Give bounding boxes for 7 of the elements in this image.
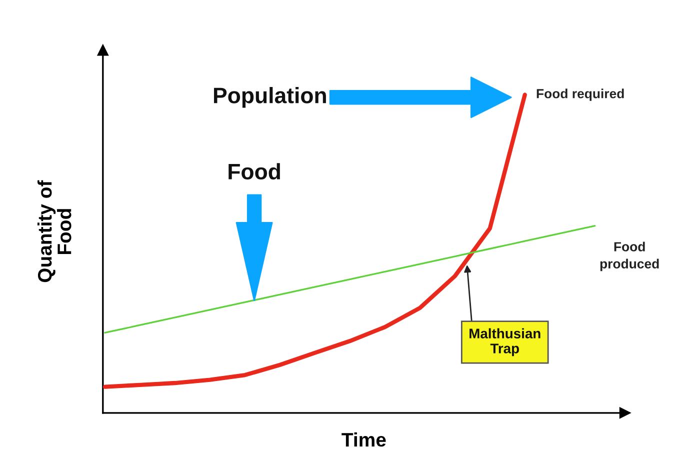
series-label: Food required <box>536 88 624 101</box>
x-axis-title: Time <box>342 432 386 447</box>
annotation: Food <box>228 163 280 180</box>
annotation: Malthusian Trap <box>470 328 540 356</box>
y-axis-title: Quantity of Food <box>37 180 72 282</box>
series-label: Food produced <box>600 242 659 272</box>
annotation: Population <box>214 87 326 108</box>
